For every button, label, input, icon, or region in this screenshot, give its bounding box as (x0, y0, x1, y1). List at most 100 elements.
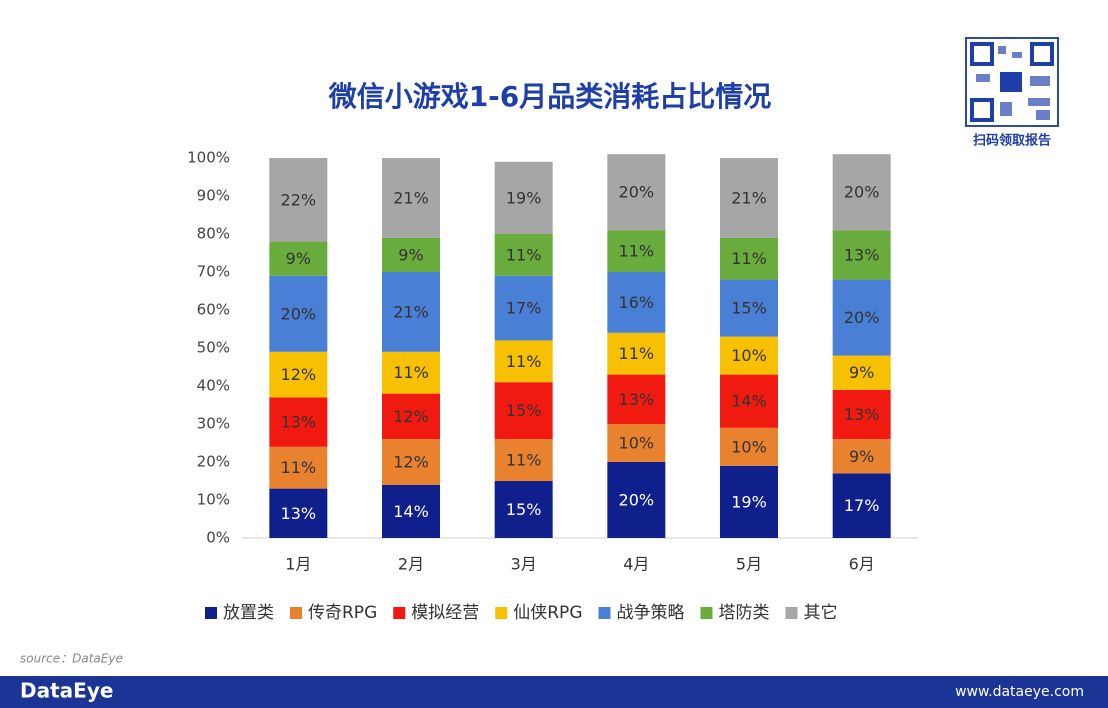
chart-title: 微信小游戏1-6月品类消耗占比情况 (328, 80, 772, 113)
data-label: 11% (506, 245, 542, 264)
bar-segment (382, 158, 440, 238)
bar-segment (832, 355, 891, 390)
data-label: 21% (731, 188, 767, 207)
legend-label: 其它 (804, 603, 838, 623)
bar-segment (832, 439, 891, 474)
data-label: 10% (731, 437, 767, 456)
legend-swatch (598, 607, 611, 619)
data-label: 17% (506, 299, 542, 318)
data-label: 22% (281, 190, 317, 209)
data-label: 9% (286, 249, 311, 268)
bar-segment (607, 272, 666, 333)
x-tick-label: 2月 (398, 555, 424, 574)
footer-url: www.dataeye.com (955, 684, 1084, 700)
data-label: 11% (393, 363, 429, 382)
bar-segment (269, 488, 328, 538)
bar-segment (720, 427, 778, 466)
y-tick-label: 10% (197, 491, 230, 509)
y-tick-label: 100% (187, 149, 230, 167)
bar-segment (607, 332, 666, 375)
data-label: 13% (844, 405, 880, 424)
source-note: source：DataEye (20, 652, 123, 666)
data-label: 13% (281, 504, 317, 523)
legend-swatch (495, 607, 508, 619)
data-label: 13% (281, 413, 317, 432)
data-label: 11% (281, 458, 317, 477)
bar-segment (607, 462, 666, 538)
data-label: 10% (619, 434, 655, 453)
data-label: 20% (844, 308, 880, 327)
data-label: 9% (398, 245, 423, 264)
bar-segment (607, 374, 666, 424)
bar-segment (382, 272, 440, 352)
data-label: 14% (393, 502, 429, 521)
bar-segment (382, 393, 440, 440)
data-label: 19% (731, 492, 767, 511)
data-label: 11% (619, 242, 655, 261)
data-label: 21% (393, 188, 429, 207)
bar-segment (382, 439, 440, 485)
bar-segment (382, 237, 440, 272)
qr-caption: 扫码领取报告 (973, 133, 1051, 149)
data-label: 19% (506, 188, 542, 207)
legend-swatch (205, 607, 217, 619)
bar-segment (832, 279, 891, 356)
footer-bar (0, 676, 1108, 708)
bar-segment (494, 275, 553, 341)
data-label: 11% (619, 344, 655, 363)
y-tick-label: 0% (206, 529, 230, 547)
bar-segment (269, 446, 328, 489)
legend-label: 传奇RPG (308, 603, 377, 623)
data-label: 9% (849, 447, 874, 466)
legend-label: 塔防类 (719, 603, 770, 623)
legend-label: 模拟经营 (411, 603, 479, 623)
x-tick-label: 3月 (511, 555, 537, 574)
data-label: 13% (844, 245, 880, 264)
x-tick-label: 6月 (849, 555, 875, 574)
bar-segment (494, 481, 553, 538)
bar-segment (832, 230, 891, 280)
legend-swatch (785, 607, 798, 619)
data-label: 15% (506, 500, 542, 519)
data-label: 11% (506, 451, 542, 470)
y-tick-label: 70% (197, 263, 230, 281)
bar-segment (720, 279, 778, 337)
data-label: 12% (393, 453, 429, 472)
legend-label: 战争策略 (617, 603, 685, 623)
bar-segment (720, 336, 778, 375)
bar-segment (832, 389, 891, 440)
legend-swatch (700, 607, 713, 619)
bar-segment (607, 424, 666, 462)
bar-segment (494, 234, 553, 276)
data-label: 9% (849, 363, 874, 382)
bar-segment (269, 275, 328, 352)
bar-segment (269, 241, 328, 276)
bar-segment (269, 158, 328, 242)
x-tick-label: 1月 (285, 555, 311, 574)
bar-segment (382, 484, 440, 538)
bar-segment (607, 230, 666, 272)
data-label: 11% (506, 352, 542, 371)
y-tick-label: 40% (197, 377, 230, 395)
bar-segment (494, 439, 553, 481)
y-tick-label: 90% (197, 187, 230, 205)
legend-swatch (290, 607, 302, 619)
data-label: 11% (731, 249, 767, 268)
data-label: 14% (731, 392, 767, 411)
data-label: 20% (281, 304, 317, 323)
data-label: 16% (619, 293, 655, 312)
bar-segment (720, 237, 778, 280)
y-tick-label: 60% (197, 301, 230, 319)
bar-segment (720, 158, 778, 238)
bar-segment (494, 340, 553, 383)
data-label: 17% (844, 496, 880, 515)
qr-code (965, 37, 1059, 127)
data-label: 13% (619, 390, 655, 409)
data-label: 20% (844, 183, 880, 202)
bar-segment (720, 465, 778, 538)
footer-brand: DataEye (20, 679, 113, 703)
bar-segment (269, 351, 328, 398)
